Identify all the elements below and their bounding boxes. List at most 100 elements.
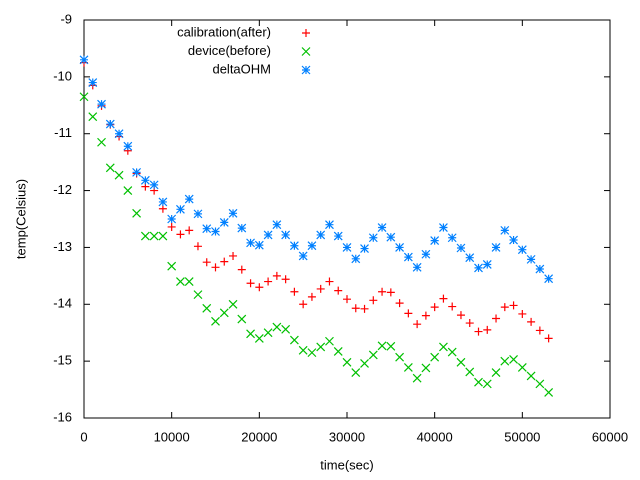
- data-point: [246, 329, 255, 339]
- data-point: [456, 311, 465, 320]
- x-tick-label: 40000: [417, 429, 453, 444]
- data-point: [246, 279, 255, 288]
- data-point: [395, 352, 405, 362]
- data-point: [342, 357, 352, 367]
- data-point: [412, 373, 422, 383]
- data-point: [518, 309, 527, 318]
- data-point: [307, 348, 317, 358]
- data-point: [447, 233, 457, 243]
- data-point: [229, 251, 238, 260]
- data-point: [299, 300, 308, 309]
- legend-marker: [301, 47, 311, 56]
- x-tick-label: 30000: [329, 429, 365, 444]
- data-point: [185, 226, 194, 235]
- data-point: [193, 242, 202, 251]
- data-point: [272, 220, 282, 230]
- data-point: [105, 163, 115, 173]
- data-point: [360, 358, 369, 368]
- data-point: [465, 253, 475, 263]
- data-point: [167, 261, 177, 271]
- x-tick-label: 0: [80, 429, 87, 444]
- data-point: [430, 352, 440, 362]
- data-point: [439, 223, 448, 232]
- legend-label: deltaOHM: [212, 61, 271, 76]
- data-point: [377, 223, 387, 232]
- data-point: [526, 254, 536, 264]
- data-point: [351, 368, 361, 377]
- data-point: [386, 232, 396, 242]
- data-point: [316, 284, 325, 293]
- data-point: [211, 227, 220, 236]
- data-point: [281, 275, 290, 284]
- data-point: [360, 304, 369, 313]
- data-point: [289, 241, 299, 251]
- data-point: [158, 231, 168, 241]
- data-point: [254, 333, 264, 343]
- data-point: [105, 119, 115, 129]
- data-point: [474, 377, 483, 387]
- data-point: [97, 137, 106, 147]
- data-point: [544, 274, 554, 284]
- data-point: [351, 254, 361, 264]
- data-point: [430, 236, 440, 246]
- data-point: [325, 336, 334, 346]
- data-point: [377, 341, 387, 351]
- data-point: [333, 347, 343, 356]
- data-point: [88, 112, 98, 122]
- legend-label: device(before): [188, 43, 271, 58]
- y-tick-label: -16: [53, 409, 72, 424]
- data-point: [544, 334, 553, 343]
- data-point: [316, 342, 326, 352]
- data-point: [298, 345, 308, 355]
- data-point: [263, 230, 273, 240]
- x-tick-label: 60000: [592, 429, 628, 444]
- data-point: [88, 78, 98, 87]
- data-point: [483, 325, 492, 334]
- data-point: [421, 363, 431, 373]
- data-point: [254, 240, 264, 250]
- data-point: [482, 379, 492, 389]
- data-point: [421, 249, 431, 259]
- data-point: [482, 260, 492, 269]
- data-point: [456, 357, 466, 367]
- data-point: [255, 283, 264, 292]
- data-point: [132, 167, 142, 177]
- y-tick-label: -13: [53, 239, 72, 254]
- data-point: [193, 209, 203, 219]
- data-point: [439, 342, 448, 352]
- data-point: [368, 350, 378, 360]
- data-point: [149, 180, 159, 190]
- data-point: [237, 223, 247, 233]
- x-axis-label: time(sec): [320, 457, 373, 472]
- data-point: [272, 271, 281, 280]
- data-point: [343, 295, 351, 304]
- y-tick-label: -9: [60, 11, 72, 26]
- data-point: [334, 286, 343, 295]
- data-point: [123, 186, 133, 195]
- data-point: [167, 222, 176, 231]
- data-point: [492, 314, 501, 323]
- data-point: [114, 170, 124, 180]
- y-tick-label: -10: [53, 68, 72, 83]
- data-point: [263, 328, 273, 338]
- data-point: [325, 220, 334, 230]
- data-point: [491, 243, 501, 252]
- legend-marker: [302, 29, 310, 37]
- data-point: [535, 326, 544, 335]
- data-point: [237, 265, 246, 274]
- data-point: [184, 194, 194, 204]
- data-point: [281, 230, 291, 240]
- data-point: [395, 243, 405, 252]
- data-point: [404, 309, 413, 318]
- data-point: [509, 235, 518, 245]
- data-point: [395, 299, 404, 308]
- data-point: [386, 341, 396, 351]
- data-point: [360, 244, 369, 253]
- data-point: [114, 129, 124, 139]
- data-point: [500, 356, 510, 366]
- data-point: [526, 371, 536, 381]
- data-point: [368, 233, 378, 243]
- y-tick-label: -11: [54, 125, 72, 140]
